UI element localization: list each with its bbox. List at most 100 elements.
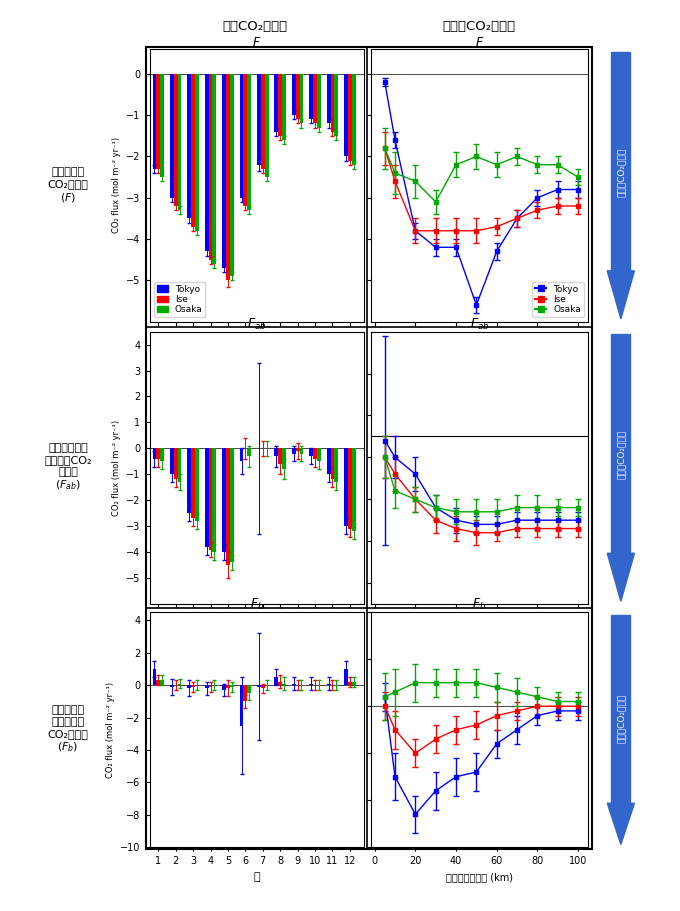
Bar: [261, 74, 265, 169]
Bar: [177, 74, 182, 210]
Bar: [292, 74, 296, 115]
Text: 大気中CO₂を吸収: 大気中CO₂を吸収: [616, 693, 626, 742]
Bar: [282, 683, 286, 685]
Bar: [195, 74, 199, 230]
Bar: [292, 683, 296, 685]
Bar: [330, 448, 335, 479]
Bar: [611, 334, 630, 553]
Bar: [282, 448, 286, 469]
Bar: [352, 448, 356, 531]
Bar: [188, 74, 191, 219]
Bar: [156, 448, 160, 459]
Bar: [191, 448, 195, 518]
Bar: [191, 74, 195, 227]
Text: 月別CO₂交換量: 月別CO₂交換量: [222, 20, 288, 33]
Bar: [212, 74, 216, 264]
Bar: [205, 685, 209, 689]
Title: $F_{ab}$: $F_{ab}$: [470, 316, 489, 332]
Bar: [222, 74, 226, 268]
Bar: [348, 448, 352, 528]
X-axis label: 渾奊からの距離 (km): 渾奊からの距離 (km): [446, 872, 513, 882]
Bar: [275, 448, 278, 456]
Legend: Tokyo, Ise, Osaka: Tokyo, Ise, Osaka: [154, 281, 205, 317]
Y-axis label: CO₂ flux (mol m⁻² yr⁻¹): CO₂ flux (mol m⁻² yr⁻¹): [112, 138, 120, 233]
Bar: [205, 74, 209, 251]
Bar: [278, 448, 282, 464]
Bar: [152, 669, 156, 685]
Bar: [278, 74, 282, 136]
Bar: [257, 74, 261, 165]
Bar: [296, 448, 299, 451]
Bar: [278, 682, 282, 685]
Title: $F_b$: $F_b$: [472, 597, 487, 612]
X-axis label: 月: 月: [254, 872, 260, 882]
Bar: [344, 448, 348, 527]
Bar: [226, 685, 230, 689]
Bar: [296, 74, 299, 119]
Text: 湾内の生物
活動による
CO₂交換量
($F_b$): 湾内の生物 活動による CO₂交換量 ($F_b$): [48, 705, 88, 754]
Bar: [335, 74, 338, 136]
Bar: [209, 685, 212, 687]
Bar: [160, 74, 164, 177]
Bar: [611, 615, 630, 804]
Bar: [317, 448, 321, 461]
Bar: [160, 681, 164, 685]
Bar: [174, 448, 177, 479]
Bar: [344, 74, 348, 157]
Bar: [261, 685, 265, 689]
Bar: [309, 448, 313, 456]
Bar: [248, 74, 251, 210]
Bar: [275, 74, 278, 132]
Polygon shape: [607, 553, 634, 601]
Bar: [170, 74, 174, 198]
Bar: [230, 685, 234, 687]
Bar: [330, 74, 335, 132]
Bar: [326, 683, 330, 685]
Bar: [209, 448, 212, 549]
Text: 距離別CO₂交換量: 距離別CO₂交換量: [443, 20, 516, 33]
Bar: [195, 448, 199, 521]
Bar: [226, 74, 230, 281]
Bar: [212, 448, 216, 552]
Bar: [611, 52, 630, 271]
Bar: [188, 448, 191, 513]
Bar: [248, 685, 251, 693]
Bar: [222, 685, 226, 690]
Polygon shape: [607, 804, 634, 844]
Bar: [156, 681, 160, 685]
Y-axis label: CO₂ flux (mol m⁻² yr⁻¹): CO₂ flux (mol m⁻² yr⁻¹): [112, 420, 120, 516]
Bar: [222, 448, 226, 552]
Bar: [243, 685, 248, 701]
Bar: [230, 74, 234, 276]
Text: 大気中CO₂を吸収: 大気中CO₂を吸収: [616, 148, 626, 197]
Bar: [170, 448, 174, 475]
Bar: [243, 74, 248, 206]
Title: $F_{ab}$: $F_{ab}$: [247, 316, 267, 332]
Bar: [177, 683, 182, 685]
Bar: [156, 74, 160, 169]
Bar: [299, 74, 303, 124]
Bar: [205, 448, 209, 547]
Polygon shape: [607, 271, 634, 319]
Bar: [152, 74, 156, 169]
Bar: [282, 74, 286, 140]
Bar: [292, 448, 296, 454]
Bar: [230, 448, 234, 562]
Bar: [265, 74, 269, 177]
Bar: [309, 683, 313, 685]
Title: $F$: $F$: [252, 36, 261, 49]
Bar: [239, 74, 243, 198]
Bar: [317, 74, 321, 128]
Bar: [313, 448, 317, 459]
Bar: [239, 685, 243, 726]
Bar: [177, 448, 182, 482]
Bar: [170, 685, 174, 687]
Bar: [313, 74, 317, 124]
Text: 観測された
CO₂交換量
($F$): 観測された CO₂交換量 ($F$): [48, 167, 88, 204]
Bar: [239, 448, 243, 461]
Bar: [309, 74, 313, 119]
Bar: [226, 448, 230, 565]
Text: 大気中CO₂を吸収: 大気中CO₂を吸収: [616, 430, 626, 479]
Text: 河川水と外洋
水によるCO₂
交換量
($F_{ab}$): 河川水と外洋 水によるCO₂ 交換量 ($F_{ab}$): [44, 444, 92, 492]
Bar: [275, 677, 278, 685]
